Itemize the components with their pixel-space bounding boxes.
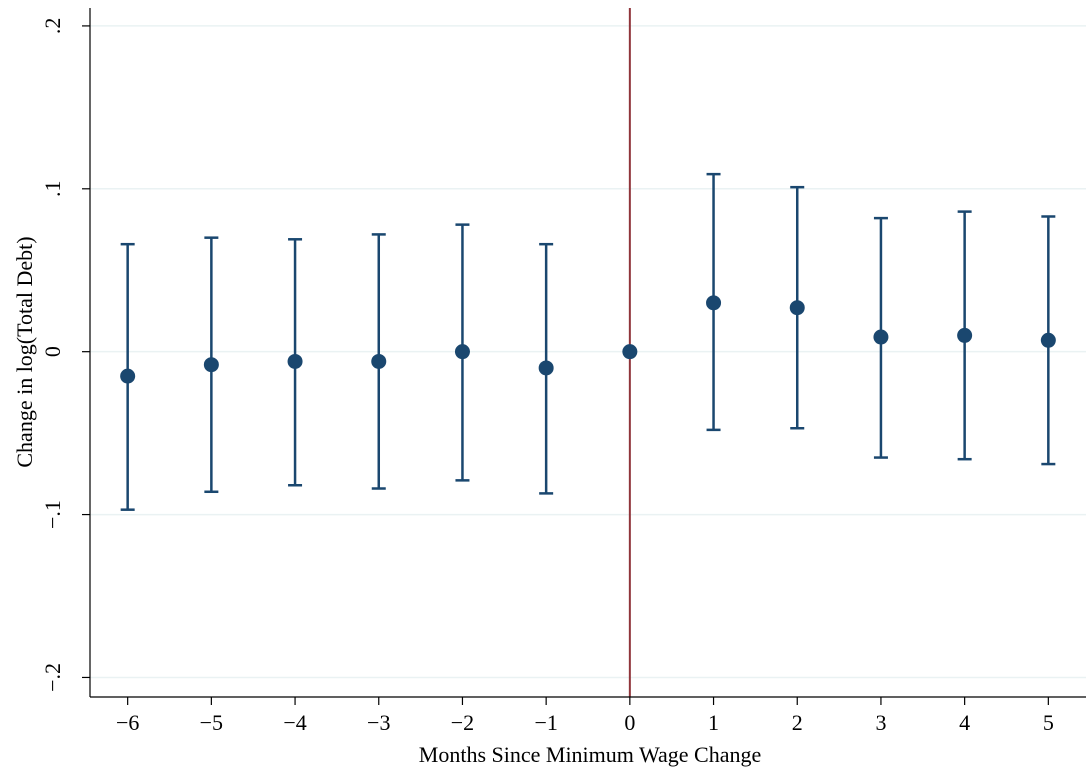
point-estimate [371, 353, 387, 369]
point-estimate [538, 360, 554, 376]
x-tick-label: 1 [708, 710, 719, 735]
y-tick-label: .1 [40, 181, 65, 198]
y-tick-label: 0 [40, 346, 65, 357]
y-axis-title: Change in log(Total Debt) [12, 236, 37, 467]
point-estimate [287, 353, 303, 369]
x-tick-label: −6 [116, 710, 139, 735]
grid-lines [90, 25, 1086, 679]
x-tick-label: 4 [959, 710, 970, 735]
point-estimate [120, 368, 136, 384]
point-estimate [789, 300, 805, 316]
point-estimates [120, 295, 1056, 384]
x-tick-label: −5 [200, 710, 223, 735]
point-estimate [203, 357, 219, 373]
point-estimate [622, 344, 638, 360]
point-estimate [873, 329, 889, 345]
point-estimate [706, 295, 722, 311]
x-tick-label: 2 [792, 710, 803, 735]
x-tick-label: −2 [451, 710, 474, 735]
x-tick-label: −3 [367, 710, 390, 735]
x-tick-label: 5 [1043, 710, 1054, 735]
axes [82, 8, 1086, 705]
point-estimate [1040, 332, 1056, 348]
x-tick-label: −4 [283, 710, 306, 735]
x-tick-label: 3 [875, 710, 886, 735]
tick-labels: −.2 −.1 0 .1 .2 −6 −5 −4 −3 −2 −1 0 1 2 3 4 5 [40, 18, 1054, 735]
x-tick-label: 0 [624, 710, 635, 735]
x-axis-title: Months Since Minimum Wage Change [419, 742, 761, 767]
point-estimate [454, 344, 470, 360]
x-tick-label: −1 [534, 710, 557, 735]
y-tick-label: −.2 [40, 663, 65, 692]
y-tick-label: .2 [40, 18, 65, 35]
point-estimate [957, 327, 973, 343]
y-tick-label: −.1 [40, 500, 65, 529]
